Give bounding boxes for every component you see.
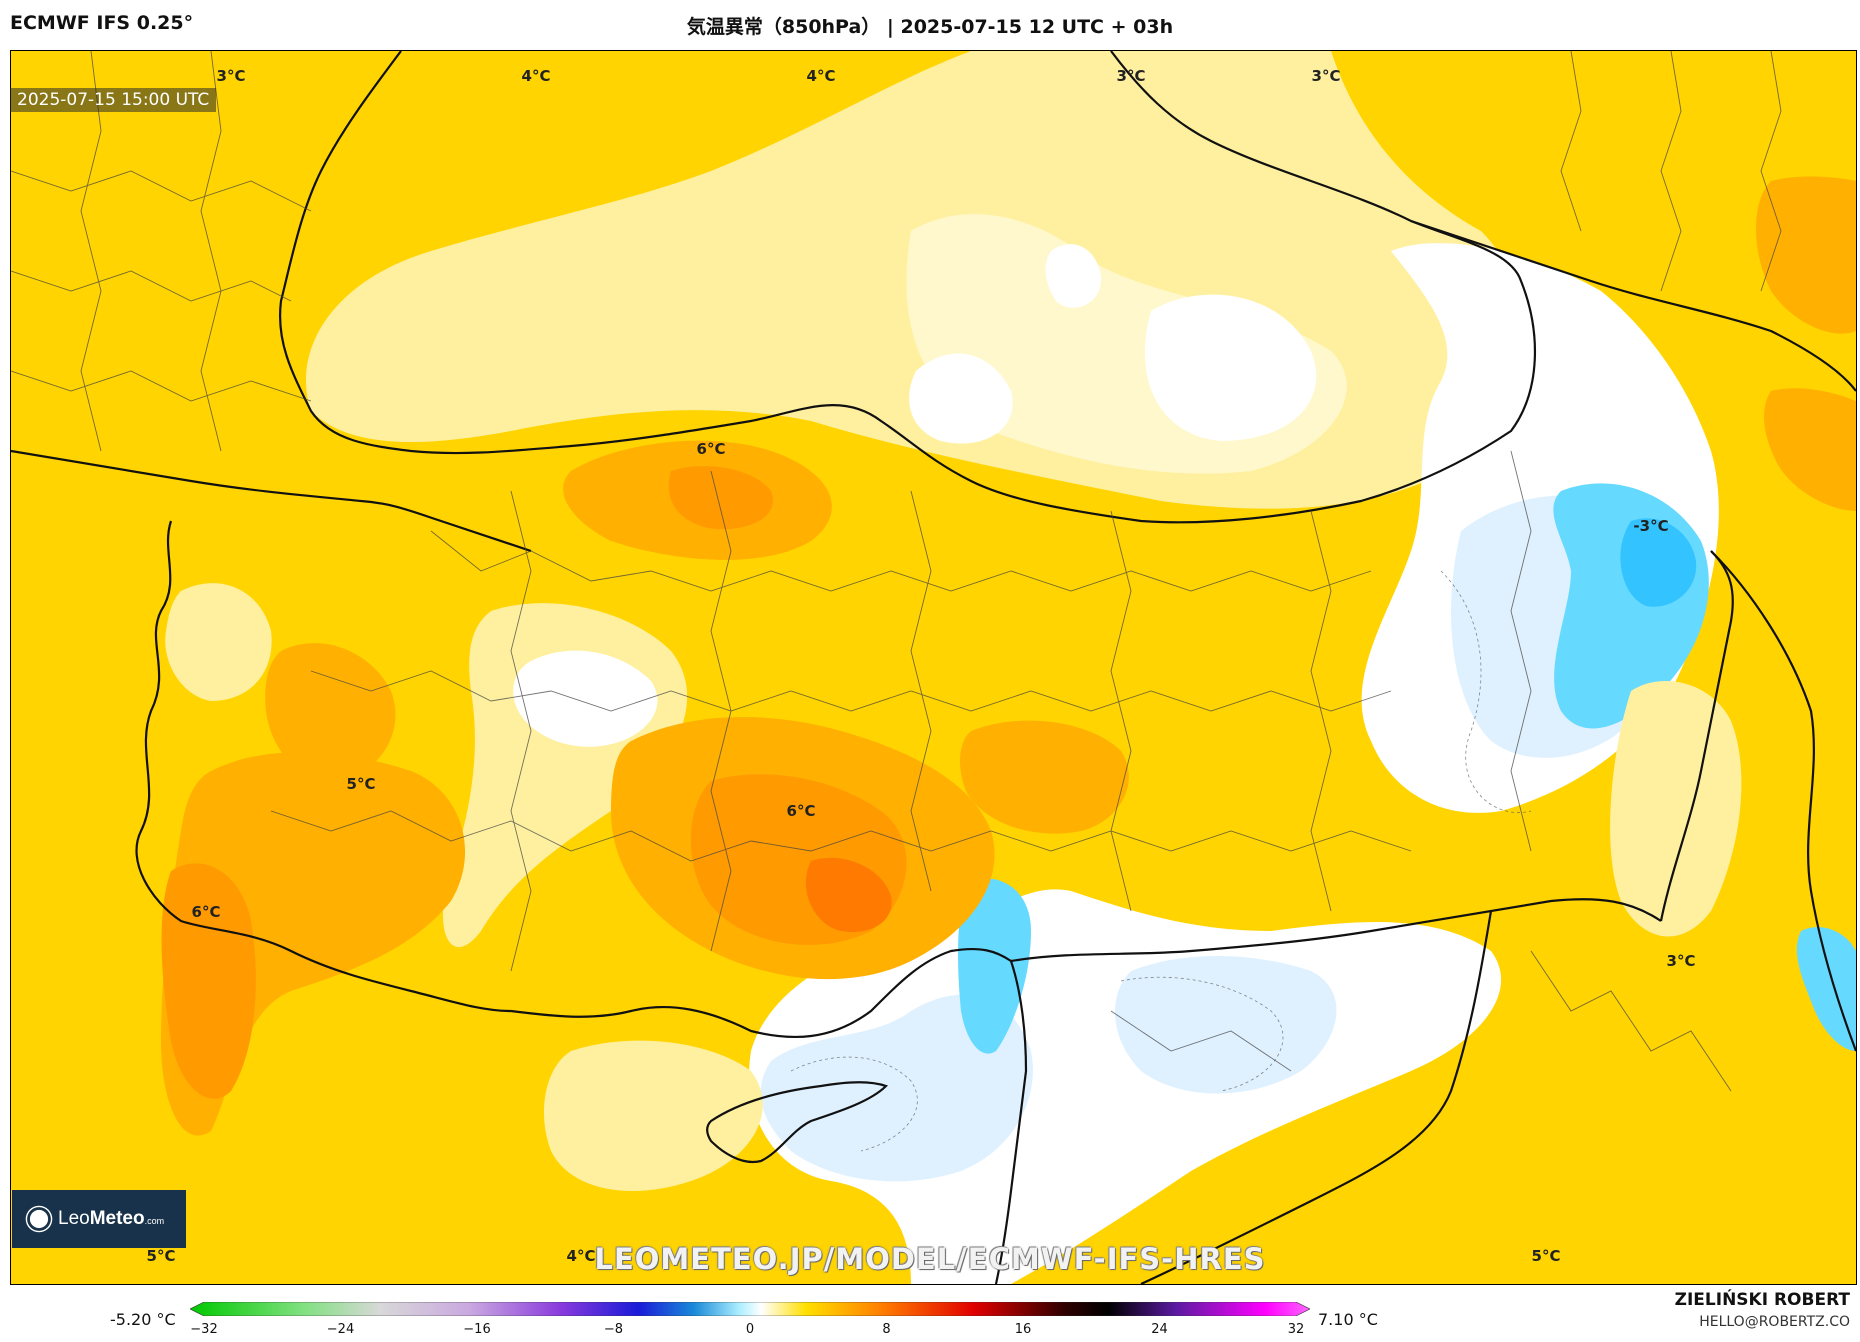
contour-line [1120,976,1284,1092]
anatolia-white-spot [513,650,658,747]
colorbar-tick: 24 [1151,1322,1168,1337]
contour-label: 6°C [696,440,726,458]
province-line [1310,510,1332,912]
colorbar-tick: 8 [882,1322,891,1337]
leometeo-logo[interactable]: LeoMeteo.com [12,1190,186,1248]
province-line [11,270,292,302]
iraq-border [1140,910,1493,1284]
province-line [1660,51,1682,292]
cyprus-coast [706,1081,889,1164]
province-line [430,530,1372,592]
author-email[interactable]: HELLO@ROBERTZ.CO [1699,1314,1850,1330]
province-line [1110,510,1132,912]
contour-label: 5°C [346,775,376,793]
black-sea-white-area-2 [909,353,1013,444]
province-line [1760,51,1782,292]
contour-label: 5°C [146,1247,176,1265]
contour-label: 6°C [786,802,816,820]
colorbar-min-label: -5.20 °C [110,1310,176,1329]
colorbar-ticks: −32 −24 −16 −8 0 8 16 24 32 [0,1322,1860,1342]
ne-corner-orange [1756,176,1856,334]
contour-line [1440,570,1532,813]
colorbar-tick: −32 [190,1322,218,1337]
province-borders [11,51,1782,1092]
colorbar-tick: 32 [1287,1322,1305,1337]
iraq-light-blue-area [1114,956,1337,1094]
central-anatolia-red-core [805,857,892,932]
contour-line [790,1056,918,1152]
contour-label: 3°C [1116,67,1146,85]
sw-anatolia-orange [265,643,396,782]
sun-icon [29,1209,49,1229]
contour-label: 6°C [191,903,221,921]
province-line [1510,450,1532,852]
iran-border [1710,550,1856,1052]
province-line [270,810,1412,862]
se-anatolia-orange [959,720,1129,834]
turkey-south-border [1010,898,1662,963]
province-line [200,51,222,452]
anomaly-map: 3°C 4°C 4°C 3°C 3°C 6°C -3°C 5°C 6°C 6°C… [10,50,1857,1285]
contour-label: 4°C [521,67,551,85]
anomaly-contours [790,570,1532,1152]
colorbar-tick: −24 [326,1322,355,1337]
province-line [11,170,312,212]
chart-title: 気温異常（850hPa） | 2025-07-15 12 UTC + 03h [686,16,1174,38]
colorbar-max-label: 7.10 °C [1318,1310,1378,1329]
pontic-dark-orange [668,466,773,530]
map-canvas [11,51,1856,1284]
caucasus-border [1410,219,1856,392]
valid-time-badge: 2025-07-15 15:00 UTC [10,88,217,112]
south-pale-area [543,1040,763,1191]
turkey-east-border [1659,550,1734,922]
author-credit: ZIELIŃSKI ROBERT [1674,1290,1850,1310]
contour-label: -3°C [1633,517,1669,535]
west-pale-area [165,583,272,701]
black-sea-white-area [1144,294,1317,441]
colorbar [190,1302,1310,1316]
province-line [11,370,312,402]
province-line [310,670,1392,712]
aegean-coast [135,520,512,1013]
province-line [80,51,102,452]
east-orange [1764,388,1856,511]
contour-label: 4°C [566,1247,596,1265]
contour-label: 3°C [216,67,246,85]
model-name: ECMWF IFS 0.25° [10,12,194,34]
colorbar-tick: 16 [1014,1322,1032,1337]
marmara-coast [11,449,532,553]
black-sea-coast [279,51,1537,524]
colorbar-tick: −8 [603,1322,624,1337]
province-line [1530,950,1732,1092]
coastlines [11,51,1856,1284]
province-line [710,470,732,952]
levant-light-blue-area [760,994,1033,1182]
contour-label: 4°C [806,67,836,85]
contour-label: 3°C [1311,67,1341,85]
province-line [1110,1010,1292,1072]
province-line [510,490,532,972]
mediterranean-coast [510,947,1028,1284]
watermark-url: LEOMETEO.JP/MODEL/ECMWF-IFS-HRES [594,1242,1266,1276]
caucasus-cyan-core [1620,518,1697,607]
colorbar-tick: −16 [463,1322,491,1337]
iran-blue-strip [1796,927,1856,1051]
contour-label: 5°C [1531,1247,1561,1265]
province-line [1560,51,1582,232]
east-pale-area [1610,681,1742,937]
contour-label: 3°C [1666,952,1696,970]
black-sea-white-area-3 [1045,244,1102,308]
levant-blue-strip [958,878,1031,1054]
colorbar-gradient [190,1302,1310,1316]
province-line [910,490,932,892]
colorbar-tick: 0 [745,1322,755,1337]
logo-text: LeoMeteo.com [58,1208,165,1229]
